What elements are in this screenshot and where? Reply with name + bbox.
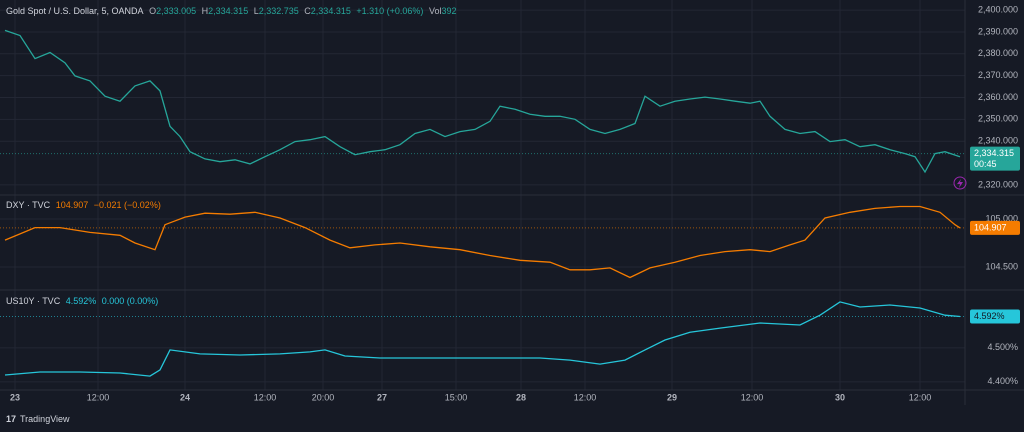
title: DXY · TVC [6, 200, 51, 210]
ohlc-value: 2,333.005 [156, 6, 197, 16]
ohlc-key: C [304, 6, 311, 16]
change: 0.000 (0.00%) [101, 296, 159, 306]
ohlc-key: L [253, 6, 259, 16]
ohlc-value: 2,334.315 [208, 6, 249, 16]
y-tick-label: 2,350.000 [978, 114, 1018, 124]
gold-legend: Gold Spot / U.S. Dollar, 5, OANDA O2,333… [6, 6, 459, 16]
readout: 4.592% [65, 296, 97, 306]
last-price-label: 2,334.315 [974, 148, 1014, 158]
y-tick-label: 2,370.000 [978, 70, 1018, 80]
x-tick-label: 12:00 [741, 392, 764, 402]
title: Gold Spot / U.S. Dollar, 5, OANDA [6, 6, 144, 16]
y-tick-label: 2,360.000 [978, 92, 1018, 102]
series-line [4, 29, 961, 174]
last-price-box [970, 220, 1020, 235]
y-tick-label: 2,340.000 [978, 136, 1018, 146]
brand-name: TradingView [20, 414, 70, 424]
x-tick-label: 12:00 [87, 392, 110, 402]
x-tick-label: 23 [10, 392, 20, 402]
last-price-label: 104.907 [974, 222, 1007, 232]
y-tick-label: 2,380.000 [978, 48, 1018, 58]
x-tick-label: 12:00 [254, 392, 277, 402]
x-tick-label: 15:00 [445, 392, 468, 402]
y-tick-label: 4.400% [987, 376, 1018, 386]
dxy-legend: DXY · TVC 104.907 −0.021 (−0.02%) [6, 200, 164, 210]
x-tick-label: 28 [516, 392, 526, 402]
x-tick-label: 24 [180, 392, 190, 402]
ohlc-key: H [201, 6, 209, 16]
series-line [4, 205, 961, 279]
last-price-box [970, 309, 1020, 324]
y-tick-label: 2,320.000 [978, 179, 1018, 189]
last-price-label: 4.592% [974, 311, 1005, 321]
last-price-box [970, 146, 1020, 171]
alert-icon[interactable] [953, 176, 967, 190]
x-tick-label: 29 [667, 392, 677, 402]
countdown: 00:45 [974, 159, 997, 169]
brand[interactable]: 17 TradingView [6, 414, 70, 424]
x-tick-label: 12:00 [574, 392, 597, 402]
y-tick-label: 105.000 [985, 213, 1018, 223]
y-tick-label: 2,400.000 [978, 4, 1018, 14]
ohlc-key: O [149, 6, 157, 16]
volume-value: 392 [441, 6, 457, 16]
change: +1.310 (+0.06%) [356, 6, 424, 16]
ohlc-value: 2,332.735 [258, 6, 299, 16]
y-tick-label: 104.500 [985, 261, 1018, 271]
volume-key: Vol [428, 6, 442, 16]
x-tick-label: 12:00 [909, 392, 932, 402]
ohlc-value: 2,334.315 [310, 6, 351, 16]
y-tick-label: 2,390.000 [978, 26, 1018, 36]
alert-icon-bolt [957, 179, 963, 188]
x-tick-label: 27 [377, 392, 387, 402]
title: US10Y · TVC [6, 296, 61, 306]
x-tick-label: 30 [835, 392, 845, 402]
us10y-legend: US10Y · TVC 4.592% 0.000 (0.00%) [6, 296, 161, 306]
series-line [4, 301, 961, 377]
y-tick-label: 4.500% [987, 342, 1018, 352]
x-tick-label: 20:00 [312, 392, 335, 402]
change: −0.021 (−0.02%) [93, 200, 161, 210]
readout: 104.907 [55, 200, 89, 210]
